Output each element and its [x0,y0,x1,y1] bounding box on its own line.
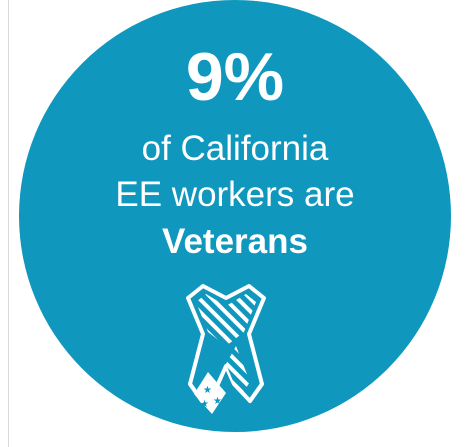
svg-text:★: ★ [213,396,222,407]
stat-description-line-1: of California [141,129,329,168]
stat-description-line-2: EE workers are [115,175,355,214]
svg-text:★: ★ [200,399,209,410]
stat-value: 9% [185,39,285,115]
ribbon-icon: ★ ★ ★ [186,284,266,414]
stat-emphasis: Veterans [162,222,308,261]
frame-divider [8,0,9,447]
svg-text:★: ★ [203,385,212,396]
